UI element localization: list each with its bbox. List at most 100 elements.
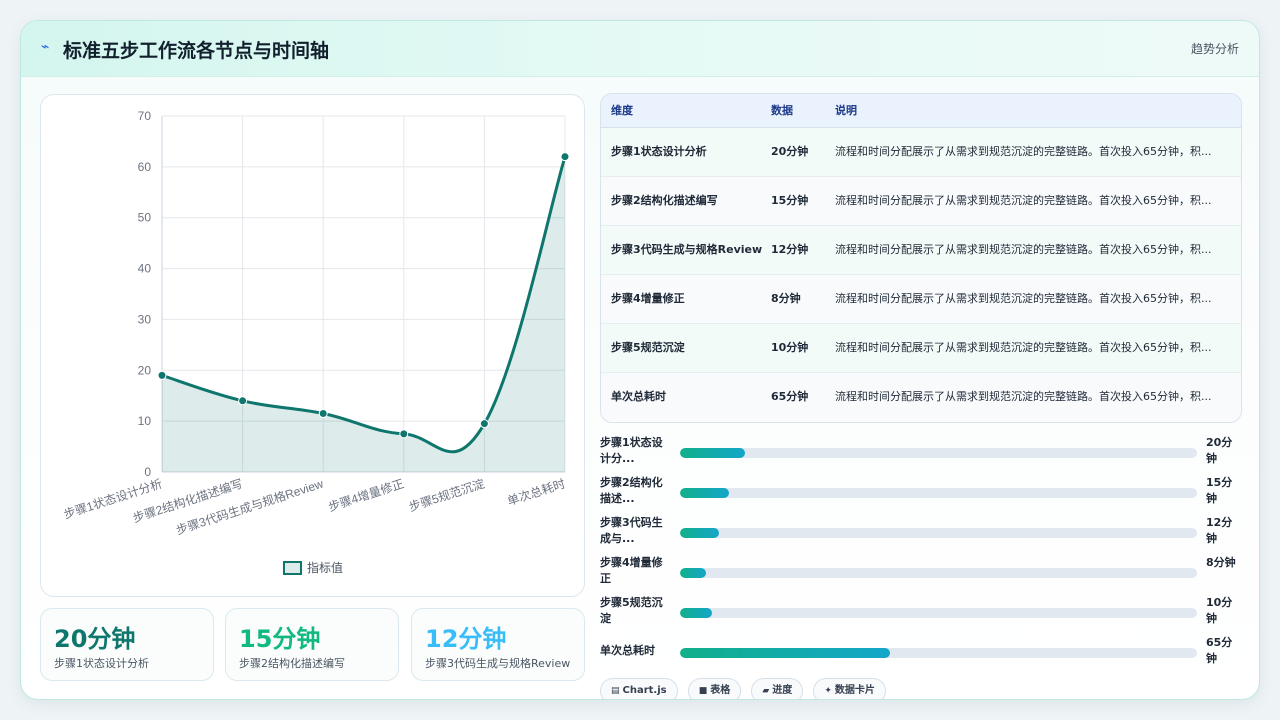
progress-value: 65分钟 bbox=[1206, 636, 1233, 665]
tag-chips: ▤ Chart.js ■ 表格 ▰ 进度 ✦ 数据卡片 bbox=[600, 678, 891, 699]
data-point bbox=[560, 152, 570, 162]
sparkle-icon: ✦ bbox=[824, 686, 832, 696]
y-tick-label: 20 bbox=[138, 363, 152, 377]
table-row: 步骤2结构化描述编写 15分钟 流程和时间分配展示了从需求到规范沉淀的完整链路。… bbox=[601, 176, 1241, 226]
y-tick-label: 40 bbox=[138, 262, 152, 276]
x-tick-label: 步骤3代码生成与规格Review bbox=[174, 475, 325, 537]
progress-value: 8分钟 bbox=[1206, 556, 1236, 569]
cell-dimension: 步骤2结构化描述编写 bbox=[601, 176, 771, 226]
chip-progress[interactable]: ▰ 进度 bbox=[751, 678, 804, 699]
progress-fill bbox=[680, 528, 719, 538]
progress-icon: ▰ bbox=[762, 686, 770, 696]
dashboard-card: ⌁ 标准五步工作流各节点与时间轴 趋势分析 0 10 20 30 40 50 60 70 步骤1… bbox=[20, 20, 1260, 700]
table-icon: ■ bbox=[698, 686, 708, 696]
cell-description: 流程和时间分配展示了从需求到规范沉淀的完整链路。首次投入65分钟，积... bbox=[825, 372, 1241, 421]
progress-label: 步骤2结构化描述... bbox=[600, 476, 663, 505]
table-row: 步骤5规范沉淀 10分钟 流程和时间分配展示了从需求到规范沉淀的完整链路。首次投… bbox=[601, 323, 1241, 373]
x-tick-label: 步骤5规范沉淀 bbox=[407, 476, 486, 515]
stat-label: 步骤2结构化描述编写 bbox=[239, 657, 345, 670]
stat-value: 12分钟 bbox=[425, 625, 507, 653]
progress-track bbox=[680, 608, 1197, 618]
progress-row: 步骤3代码生成与... 12分钟 bbox=[600, 515, 1240, 551]
cell-data: 15分钟 bbox=[771, 176, 825, 226]
data-table: 维度 数据 说明 步骤1状态设计分析 20分钟 流程和时间分配展示了从需求到规范… bbox=[600, 93, 1242, 423]
stat-value: 15分钟 bbox=[239, 625, 321, 653]
cell-dimension: 步骤4增量修正 bbox=[601, 274, 771, 324]
stat-card-2: 15分钟 步骤2结构化描述编写 bbox=[225, 608, 399, 681]
progress-fill bbox=[680, 608, 713, 618]
legend-swatch bbox=[283, 561, 302, 575]
progress-label: 步骤5规范沉淀 bbox=[600, 596, 663, 625]
data-point bbox=[238, 396, 248, 406]
table-row: 步骤4增量修正 8分钟 流程和时间分配展示了从需求到规范沉淀的完整链路。首次投入… bbox=[601, 274, 1241, 324]
cell-description: 流程和时间分配展示了从需求到规范沉淀的完整链路。首次投入65分钟，积... bbox=[825, 127, 1241, 177]
line-chart: 010203040506070步骤1状态设计分析步骤2结构化描述编写步骤3代码生… bbox=[62, 109, 570, 575]
progress-row: 单次总耗时 65分钟 bbox=[600, 635, 1240, 671]
progress-fill bbox=[680, 568, 706, 578]
progress-track bbox=[680, 488, 1197, 498]
cell-data: 8分钟 bbox=[771, 274, 825, 324]
stat-card-3: 12分钟 步骤3代码生成与规格Review bbox=[411, 608, 585, 681]
progress-track bbox=[680, 528, 1197, 538]
cell-dimension: 步骤3代码生成与规格Review bbox=[601, 225, 771, 275]
table-row: 步骤1状态设计分析 20分钟 流程和时间分配展示了从需求到规范沉淀的完整链路。首… bbox=[601, 127, 1241, 177]
column-header-data: 数据 bbox=[771, 94, 825, 128]
stat-label: 步骤3代码生成与规格Review bbox=[425, 657, 571, 670]
cell-description: 流程和时间分配展示了从需求到规范沉淀的完整链路。首次投入65分钟，积... bbox=[825, 274, 1241, 324]
cell-data: 10分钟 bbox=[771, 323, 825, 373]
progress-row: 步骤2结构化描述... 15分钟 bbox=[600, 475, 1240, 511]
cell-data: 20分钟 bbox=[771, 127, 825, 177]
cell-data: 65分钟 bbox=[771, 372, 825, 421]
data-point bbox=[479, 419, 489, 429]
progress-track bbox=[680, 448, 1197, 458]
column-header-dimension: 维度 bbox=[601, 94, 771, 128]
line-chart-panel: 0 10 20 30 40 50 60 70 步骤1状态设计分析 步骤2结构化描述编写 步骤3代码生… bbox=[40, 94, 585, 597]
progress-track bbox=[680, 648, 1197, 658]
table-row: 步骤3代码生成与规格Review 12分钟 流程和时间分配展示了从需求到规范沉淀… bbox=[601, 225, 1241, 275]
y-tick-label: 60 bbox=[138, 160, 152, 174]
y-tick-label: 30 bbox=[138, 312, 152, 326]
progress-fill bbox=[680, 448, 745, 458]
cell-description: 流程和时间分配展示了从需求到规范沉淀的完整链路。首次投入65分钟，积... bbox=[825, 176, 1241, 226]
chip-chartjs[interactable]: ▤ Chart.js bbox=[600, 678, 678, 699]
progress-row: 步骤4增量修正 8分钟 bbox=[600, 555, 1240, 591]
y-tick-label: 0 bbox=[144, 465, 151, 479]
chart-icon: ▤ bbox=[611, 686, 620, 696]
chip-data-card[interactable]: ✦ 数据卡片 bbox=[813, 678, 886, 699]
progress-label: 步骤3代码生成与... bbox=[600, 516, 663, 545]
progress-label: 步骤1状态设计分... bbox=[600, 436, 663, 465]
cell-dimension: 步骤1状态设计分析 bbox=[601, 127, 771, 177]
progress-track bbox=[680, 568, 1197, 578]
cell-dimension: 步骤5规范沉淀 bbox=[601, 323, 771, 373]
chip-table[interactable]: ■ 表格 bbox=[687, 678, 742, 699]
y-tick-label: 10 bbox=[138, 414, 152, 428]
column-header-description: 说明 bbox=[825, 94, 1241, 128]
stat-value: 20分钟 bbox=[54, 625, 136, 653]
progress-value: 20分钟 bbox=[1206, 436, 1233, 465]
y-tick-label: 50 bbox=[138, 211, 152, 225]
progress-label: 步骤4增量修正 bbox=[600, 556, 663, 585]
progress-value: 12分钟 bbox=[1206, 516, 1233, 545]
y-tick-label: 70 bbox=[138, 109, 152, 123]
cell-description: 流程和时间分配展示了从需求到规范沉淀的完整链路。首次投入65分钟，积... bbox=[825, 323, 1241, 373]
stat-label: 步骤1状态设计分析 bbox=[54, 657, 149, 670]
data-point bbox=[318, 409, 328, 419]
progress-value: 15分钟 bbox=[1206, 476, 1233, 505]
progress-value: 10分钟 bbox=[1206, 596, 1233, 625]
cell-data: 12分钟 bbox=[771, 225, 825, 275]
card-header: ⌁ 标准五步工作流各节点与时间轴 趋势分析 bbox=[21, 21, 1259, 77]
cell-description: 流程和时间分配展示了从需求到规范沉淀的完整链路。首次投入65分钟，积... bbox=[825, 225, 1241, 275]
table-row: 单次总耗时 65分钟 流程和时间分配展示了从需求到规范沉淀的完整链路。首次投入6… bbox=[601, 372, 1241, 421]
progress-row: 步骤5规范沉淀 10分钟 bbox=[600, 595, 1240, 631]
data-point bbox=[399, 429, 409, 439]
progress-label: 单次总耗时 bbox=[600, 644, 655, 657]
trend-analysis-label: 趋势分析 bbox=[1190, 42, 1239, 56]
x-tick-label: 单次总耗时 bbox=[506, 477, 567, 509]
data-point bbox=[157, 370, 167, 380]
progress-row: 步骤1状态设计分... 20分钟 bbox=[600, 435, 1240, 471]
table-header-row: 维度 数据 说明 bbox=[601, 94, 1241, 128]
x-tick-label: 步骤4增量修正 bbox=[326, 476, 405, 515]
cell-dimension: 单次总耗时 bbox=[601, 372, 771, 421]
trend-icon: ⌁ bbox=[41, 39, 50, 55]
stat-card-1: 20分钟 步骤1状态设计分析 bbox=[40, 608, 214, 681]
